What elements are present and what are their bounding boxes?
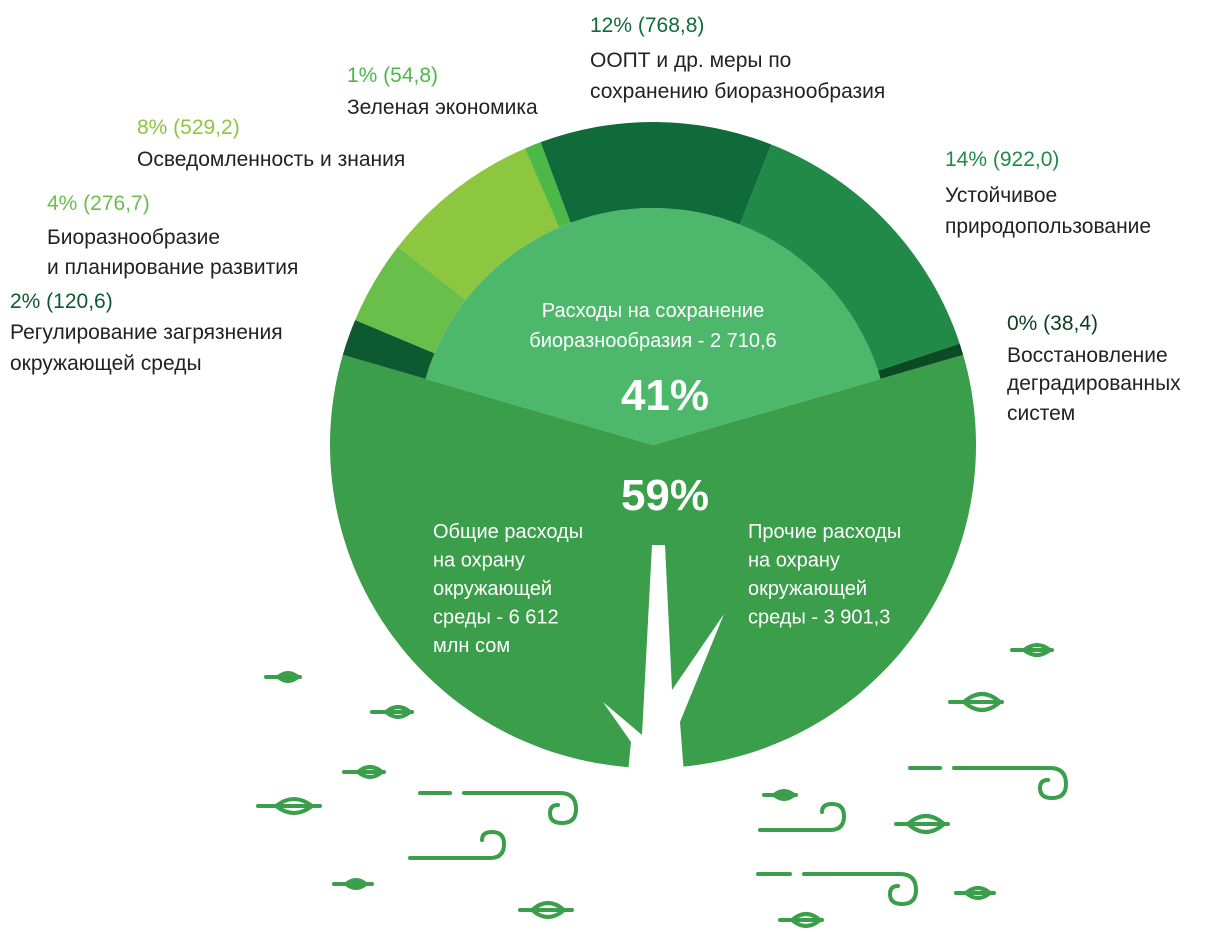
category-label: Биоразнообразие [47,226,220,249]
leaf [518,901,574,919]
total-label: среды - 6 612 [433,607,559,629]
value-label: 14% (922,0) [945,148,1059,171]
leaf [264,671,302,683]
category-label: и планирование развития [47,256,298,279]
inner-label: окружающей [748,578,867,600]
total-label: млн сом [433,635,510,657]
leaf [894,814,950,834]
swirl [418,791,579,826]
percent-label: 59% [621,471,709,520]
inner-label: среды - 3 901,3 [748,607,890,629]
ring-segment [878,343,964,379]
value-label: 8% (529,2) [137,116,240,139]
leaf [370,705,414,719]
swirl [408,829,507,860]
category-label: Восстановление [1007,344,1168,367]
category-label: Осведомленность и знания [137,148,405,171]
category-label: сохранению биоразнообразия [590,80,885,103]
value-label: 4% (276,7) [47,192,150,215]
category-label: систем [1007,402,1075,425]
leaf [778,912,824,928]
ring-segment [524,142,571,228]
category-label: природопользование [945,215,1151,238]
category-label: Устойчивое [945,184,1057,207]
ring-segment [342,320,435,379]
value-label: 1% (54,8) [347,64,438,87]
sector [425,208,881,445]
ring-segment [397,148,560,300]
category-label: Регулирование загрязнения [10,321,283,344]
total-label: окружающей [433,578,552,600]
percent-label: 41% [621,371,709,420]
leaf [948,692,1004,712]
category-label: ООПТ и др. меры по [590,49,791,72]
category-label: деградированных [1007,372,1181,395]
leaf [762,789,798,801]
ring-segment [540,121,772,225]
inner-label: Расходы на сохранение [542,300,764,322]
swirl [756,872,919,907]
leaf [332,878,374,890]
leaf [1010,643,1054,657]
inner-label: биоразнообразия - 2 710,6 [529,330,776,352]
inner-label: на охрану [748,550,840,572]
category-label: Зеленая экономика [347,96,538,119]
leaf [256,797,322,815]
category-label: окружающей среды [10,352,202,375]
ring-segment [355,246,466,354]
total-label: Общие расходы [433,521,583,543]
swirl [908,766,1069,801]
value-label: 12% (768,8) [590,14,704,37]
leaf [954,886,996,900]
swirl [758,801,847,832]
total-label: на охрану [433,550,525,572]
leaves [256,643,1069,928]
value-label: 0% (38,4) [1007,312,1098,335]
tree-trunk [603,545,724,932]
ring-segment [739,144,960,371]
leaf [342,765,386,779]
value-label: 2% (120,6) [10,290,113,313]
inner-label: Прочие расходы [748,521,901,543]
